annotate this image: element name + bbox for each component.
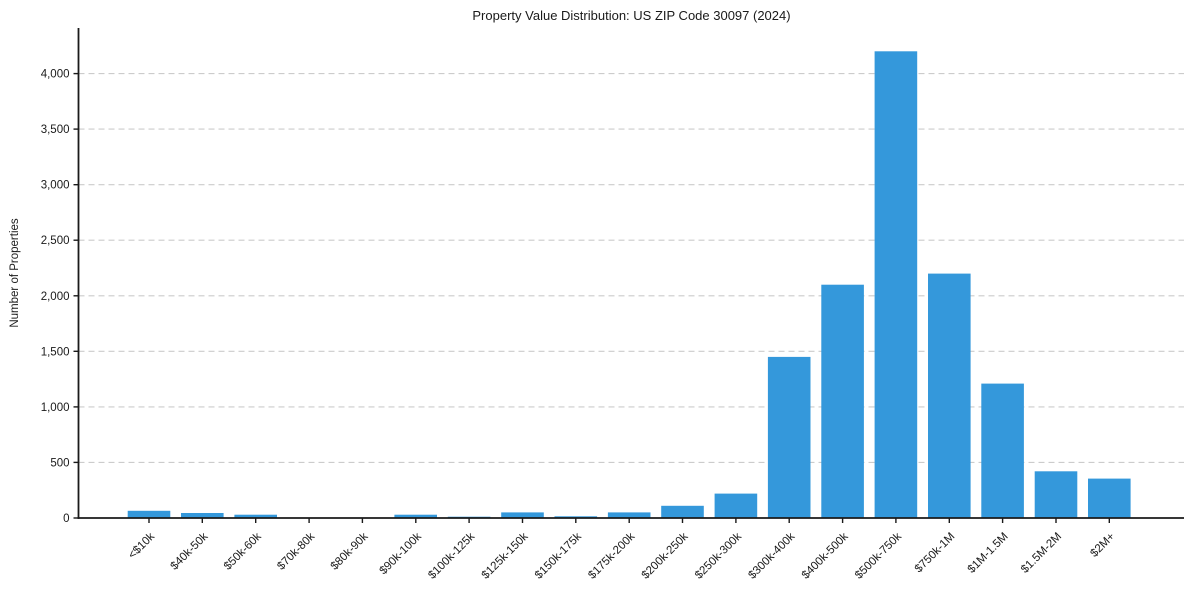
- bar-9: [607, 512, 651, 518]
- y-tick-label-4000: 4,000: [41, 69, 70, 81]
- x-tick-label-4: $80k-90k: [329, 530, 371, 572]
- x-tick-label-11: $250k-300k: [693, 530, 744, 581]
- y-tick-label-2000: 2,000: [41, 291, 70, 303]
- bar-11: [714, 493, 758, 518]
- y-tick-label-0: 0: [63, 513, 69, 525]
- gridlines-layer: [78, 73, 1184, 463]
- x-tick-label-9: $175k-200k: [586, 530, 637, 581]
- bar-13: [821, 284, 864, 518]
- y-tick-label-3000: 3,000: [41, 180, 70, 192]
- x-tick-label-2: $50k-60k: [222, 530, 264, 572]
- bar-0: [127, 510, 171, 518]
- x-tick-label-7: $125k-150k: [480, 530, 531, 581]
- x-tick-label-1: $40k-50k: [168, 530, 210, 572]
- y-tick-label-3500: 3,500: [41, 124, 70, 136]
- y-axis-title: Number of Properties: [9, 218, 21, 328]
- bar-16: [981, 383, 1024, 518]
- x-tick-label-18: $2M+: [1088, 530, 1117, 559]
- bar-12: [767, 356, 811, 518]
- y-tick-label-1500: 1,500: [41, 346, 70, 358]
- bar-15: [928, 273, 971, 518]
- x-tick-label-17: $1.5M-2M: [1019, 531, 1064, 576]
- bar-10: [661, 505, 704, 518]
- x-axis-ticks-layer: <$10k $40k-50k $50k-60k $70k-80k $80k-90k $90…: [126, 518, 1118, 582]
- bar-14: [874, 51, 918, 519]
- bar-17: [1034, 471, 1078, 518]
- x-tick-label-0: <$10k: [126, 530, 157, 561]
- x-tick-label-10: $200k-250k: [640, 530, 691, 581]
- bars-layer: [127, 51, 1131, 519]
- axes-layer: [77, 28, 1184, 519]
- bar-2: [234, 514, 277, 518]
- bar-7: [501, 512, 544, 518]
- y-axis-ticks-layer: 0 500 1,000 1,500 2,000 2,500 3,000 3,500 4,000: [41, 69, 79, 525]
- bar-1: [181, 513, 224, 518]
- x-tick-label-14: $500k-750k: [853, 530, 904, 581]
- x-tick-label-15: $750k-1M: [913, 531, 958, 576]
- bar-5: [394, 514, 437, 518]
- x-tick-label-5: $90k-100k: [377, 530, 424, 577]
- x-tick-label-6: $100k-125k: [426, 530, 477, 581]
- chart-title: Property Value Distribution: US ZIP Code…: [472, 8, 791, 23]
- y-tick-label-2500: 2,500: [41, 235, 70, 247]
- x-tick-label-3: $70k-80k: [275, 530, 317, 572]
- y-tick-label-500: 500: [50, 457, 69, 469]
- x-tick-label-13: $400k-500k: [800, 530, 851, 581]
- x-tick-label-8: $150k-175k: [533, 530, 584, 581]
- x-tick-label-12: $300k-400k: [746, 530, 797, 581]
- bar-18: [1088, 478, 1131, 518]
- y-tick-label-1000: 1,000: [41, 402, 70, 414]
- x-tick-label-16: $1M-1.5M: [966, 531, 1011, 576]
